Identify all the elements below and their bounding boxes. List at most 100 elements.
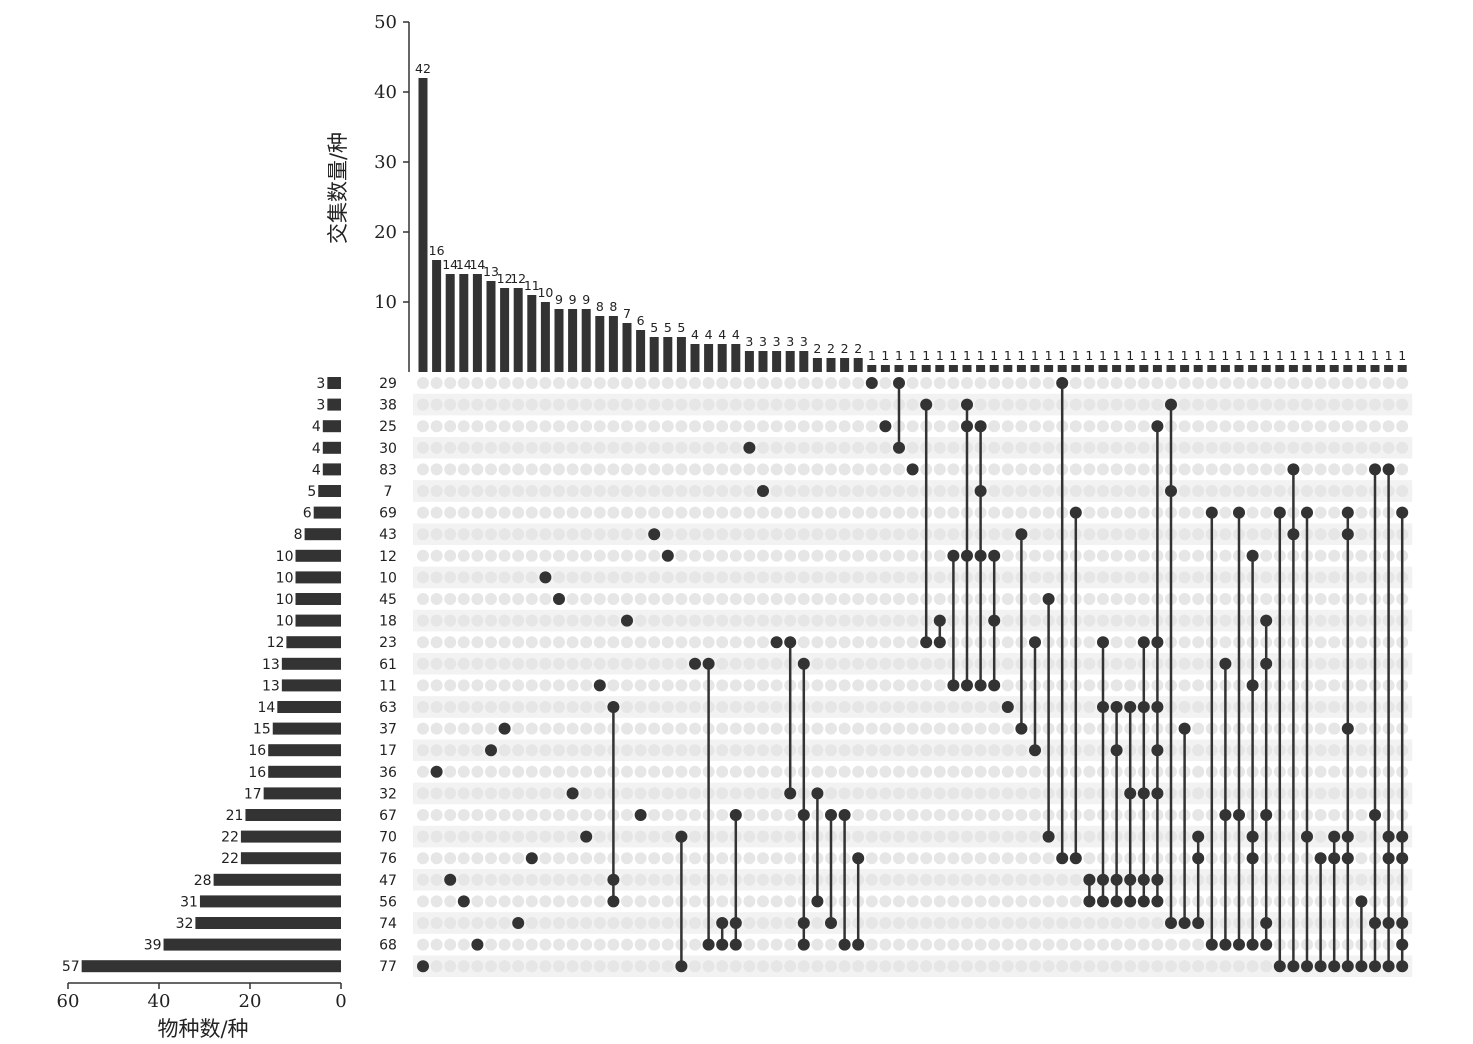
matrix-empty-dot bbox=[675, 398, 688, 411]
matrix-empty-dot bbox=[838, 614, 851, 627]
matrix-empty-dot bbox=[1083, 938, 1096, 951]
set-size-label: 16 bbox=[248, 765, 266, 781]
matrix-empty-dot bbox=[485, 420, 497, 433]
matrix-empty-dot bbox=[743, 917, 756, 929]
matrix-empty-dot bbox=[933, 744, 946, 757]
matrix-empty-dot bbox=[947, 377, 960, 389]
matrix-empty-dot bbox=[1137, 506, 1150, 519]
matrix-empty-dot bbox=[716, 528, 729, 541]
matrix-empty-dot bbox=[525, 593, 538, 605]
matrix-empty-dot bbox=[893, 809, 905, 821]
matrix-empty-dot bbox=[770, 614, 783, 627]
intersection-bar bbox=[1370, 365, 1380, 372]
matrix-empty-dot bbox=[1124, 506, 1137, 519]
matrix-empty-dot bbox=[893, 549, 905, 562]
matrix-empty-dot bbox=[947, 528, 960, 541]
matrix-empty-dot bbox=[580, 917, 593, 929]
matrix-empty-dot bbox=[743, 744, 756, 757]
matrix-empty-dot bbox=[1015, 809, 1028, 821]
intersection-bar bbox=[1343, 365, 1353, 372]
matrix-empty-dot bbox=[1083, 701, 1096, 713]
matrix-empty-dot bbox=[879, 809, 892, 821]
matrix-empty-dot bbox=[784, 593, 797, 605]
set-name-label: 38 bbox=[379, 398, 397, 414]
intersection-bar-label: 1 bbox=[1317, 348, 1325, 363]
matrix-empty-dot bbox=[729, 441, 742, 454]
matrix-empty-dot bbox=[1110, 938, 1123, 951]
matrix-empty-dot bbox=[893, 873, 905, 886]
matrix-empty-dot bbox=[1097, 506, 1109, 519]
matrix-empty-dot bbox=[675, 506, 688, 519]
matrix-empty-dot bbox=[1097, 549, 1109, 562]
matrix-empty-dot bbox=[634, 960, 647, 973]
matrix-empty-dot bbox=[716, 765, 729, 778]
set-name-label: 76 bbox=[379, 851, 397, 867]
intersection-bar bbox=[799, 351, 809, 372]
matrix-empty-dot bbox=[444, 441, 457, 454]
matrix-empty-dot bbox=[1178, 377, 1191, 389]
matrix-empty-dot bbox=[634, 506, 647, 519]
matrix-empty-dot bbox=[716, 549, 729, 562]
matrix-empty-dot bbox=[811, 528, 824, 541]
matrix-empty-dot bbox=[539, 722, 552, 735]
matrix-empty-dot bbox=[607, 679, 620, 692]
set-size-label: 5 bbox=[307, 484, 316, 500]
matrix-empty-dot bbox=[498, 852, 511, 865]
intersection-bar-label: 1 bbox=[1004, 348, 1012, 363]
matrix-empty-dot bbox=[430, 463, 443, 476]
set-size-label: 22 bbox=[221, 830, 239, 846]
matrix-empty-dot bbox=[757, 549, 769, 562]
matrix-empty-dot bbox=[607, 636, 620, 649]
matrix-filled-dot bbox=[417, 960, 429, 973]
matrix-empty-dot bbox=[974, 787, 987, 800]
matrix-empty-dot bbox=[757, 809, 769, 821]
matrix-empty-dot bbox=[607, 463, 620, 476]
matrix-empty-dot bbox=[1355, 614, 1368, 627]
intersection-bar-label: 1 bbox=[990, 348, 998, 363]
matrix-empty-dot bbox=[743, 765, 756, 778]
matrix-empty-dot bbox=[1110, 398, 1123, 411]
matrix-empty-dot bbox=[1396, 463, 1409, 476]
matrix-empty-dot bbox=[621, 765, 633, 778]
intersection-bar bbox=[1248, 365, 1258, 372]
matrix-empty-dot bbox=[743, 938, 756, 951]
matrix-empty-dot bbox=[512, 528, 525, 541]
intersection-bar-label: 1 bbox=[1398, 348, 1406, 363]
matrix-empty-dot bbox=[444, 485, 457, 497]
matrix-empty-dot bbox=[838, 657, 851, 670]
matrix-empty-dot bbox=[525, 701, 538, 713]
matrix-empty-dot bbox=[893, 765, 905, 778]
matrix-empty-dot bbox=[865, 701, 878, 713]
matrix-empty-dot bbox=[906, 679, 919, 692]
matrix-empty-dot bbox=[933, 722, 946, 735]
matrix-empty-dot bbox=[988, 506, 1001, 519]
matrix-empty-dot bbox=[553, 679, 565, 692]
matrix-empty-dot bbox=[512, 873, 525, 886]
matrix-empty-dot bbox=[485, 938, 497, 951]
matrix-empty-dot bbox=[430, 636, 443, 649]
matrix-empty-dot bbox=[947, 744, 960, 757]
matrix-filled-dot bbox=[1369, 809, 1381, 821]
matrix-empty-dot bbox=[607, 657, 620, 670]
matrix-empty-dot bbox=[906, 657, 919, 670]
matrix-empty-dot bbox=[661, 636, 674, 649]
matrix-empty-dot bbox=[1097, 377, 1109, 389]
matrix-empty-dot bbox=[553, 895, 565, 908]
matrix-empty-dot bbox=[811, 679, 824, 692]
matrix-empty-dot bbox=[729, 960, 742, 973]
matrix-empty-dot bbox=[566, 636, 579, 649]
matrix-filled-dot bbox=[1124, 787, 1137, 800]
matrix-empty-dot bbox=[417, 830, 429, 843]
matrix-empty-dot bbox=[457, 636, 470, 649]
matrix-empty-dot bbox=[444, 917, 457, 929]
matrix-empty-dot bbox=[1001, 917, 1014, 929]
matrix-empty-dot bbox=[444, 593, 457, 605]
matrix-empty-dot bbox=[1328, 441, 1341, 454]
matrix-empty-dot bbox=[1328, 528, 1341, 541]
matrix-empty-dot bbox=[1029, 549, 1041, 562]
matrix-empty-dot bbox=[566, 895, 579, 908]
matrix-empty-dot bbox=[580, 701, 593, 713]
matrix-empty-dot bbox=[607, 485, 620, 497]
matrix-empty-dot bbox=[1001, 528, 1014, 541]
matrix-empty-dot bbox=[716, 441, 729, 454]
